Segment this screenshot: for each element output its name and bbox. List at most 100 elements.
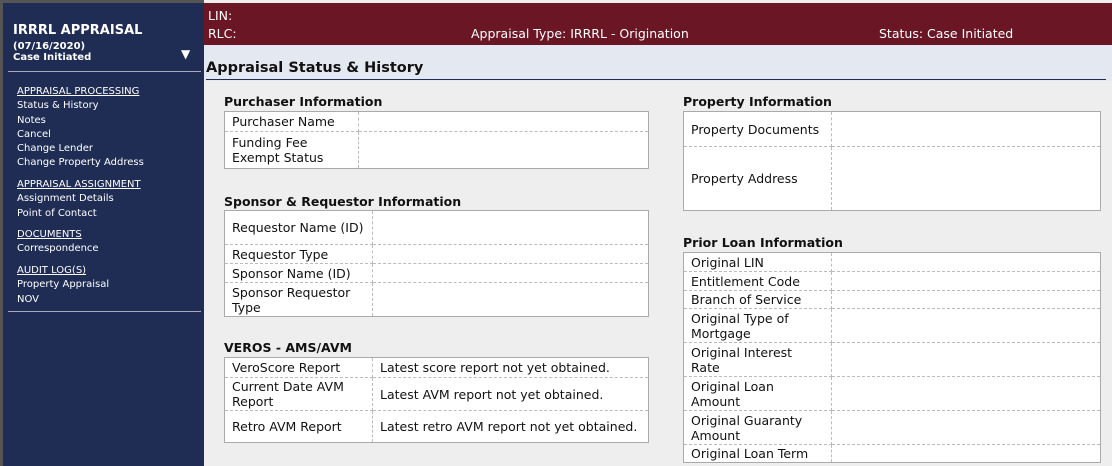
row-value [832,445,1101,463]
row-label: Original Loan Term [683,444,832,463]
veros-table: VeroScore Report Latest score report not … [224,357,649,443]
table-row: Original Loan Amount [683,376,1101,411]
row-value: Latest AVM report not yet obtained. [372,377,649,411]
case-status-header: Status: Case Initiated [879,26,1014,41]
row-value [831,308,1101,343]
row-label: Sponsor Name (ID) [224,263,373,283]
row-label: Requestor Name (ID) [224,210,373,245]
nav-item[interactable]: Status & History [17,100,99,112]
title-bar: Appraisal Status & History [204,45,1112,81]
row-value [831,410,1101,445]
veros-heading: VEROS - AMS/AVM [224,340,352,355]
divider [206,79,1106,80]
table-row: Funding Fee Exempt Status [224,131,649,169]
row-value [359,132,649,169]
nav-item[interactable]: Point of Contact [17,207,97,219]
purchaser-table: Purchaser Name Funding Fee Exempt Status [224,111,649,169]
case-header: LIN: RLC: Appraisal Type: IRRRL - Origin… [204,3,1112,45]
row-label: Original Loan Amount [683,376,832,411]
row-value [831,342,1101,377]
row-value [372,210,649,245]
table-row: Property Address [683,146,1101,211]
row-value [831,111,1101,147]
row-value [372,244,649,264]
table-row: Original Loan Term [683,444,1101,463]
row-label: Original Type of Mortgage [683,308,832,343]
nav-item[interactable]: Change Lender [17,143,93,155]
case-date: (07/16/2020) [13,41,86,52]
row-label: Retro AVM Report [224,410,373,443]
nav-section: DOCUMENTS Correspondence [17,228,99,257]
row-label: Original Interest Rate [683,342,832,377]
nav-item[interactable]: Change Property Address [17,157,144,169]
table-row: Purchaser Name [224,111,649,132]
row-value [831,376,1101,411]
sponsor-heading: Sponsor & Requestor Information [224,194,462,209]
rlc-label: RLC: [208,26,237,41]
nav-section: APPRAISAL ASSIGNMENT Assignment Details Po… [17,178,141,221]
row-value: Latest retro AVM report not yet obtained… [380,419,638,434]
table-row: Original Guaranty Amount [683,410,1101,445]
row-label: Entitlement Code [683,271,832,291]
divider [8,71,201,72]
caret-down-icon[interactable]: ▼ [181,47,191,61]
nav-item[interactable]: Property Appraisal [17,279,110,291]
row-label: Funding Fee Exempt Status [224,131,359,169]
sponsor-table: Requestor Name (ID) Requestor Type Sponsor… [224,210,649,317]
row-value [373,283,649,317]
nav-section-heading[interactable]: DOCUMENTS [17,229,82,240]
row-label: Branch of Service [683,290,832,309]
row-label: Purchaser Name [224,111,359,132]
table-row: Sponsor Requestor Type [224,282,649,317]
row-value [831,271,1101,291]
table-row: Requestor Type [224,244,649,264]
row-value [831,290,1101,309]
table-row: Original Type of Mortgage [683,308,1101,343]
row-value: Latest score report not yet obtained. [372,357,649,378]
table-row: Sponsor Name (ID) [224,263,649,283]
row-label: Sponsor Requestor Type [224,282,373,317]
table-row: Entitlement Code [683,271,1101,291]
nav-section: AUDIT LOG(S) Property Appraisal NOV [17,264,109,307]
row-label: Original LIN [683,252,832,272]
nav-section-heading[interactable]: APPRAISAL ASSIGNMENT [17,179,141,190]
row-value [832,147,1101,211]
table-row: Property Documents [683,111,1101,147]
property-heading: Property Information [683,94,832,109]
table-row: Original Interest Rate [683,342,1101,377]
table-row: Requestor Name (ID) [224,210,649,245]
nav-item[interactable]: Assignment Details [17,193,114,205]
sidebar: IRRRL APPRAISAL (07/16/2020) Case Initia… [0,0,204,466]
table-row: Current Date AVM Report Latest AVM report… [224,377,649,411]
table-row: Branch of Service [683,290,1101,309]
page-title: Appraisal Status & History [206,60,424,76]
row-label: VeroScore Report [224,357,373,378]
appraisal-type: Appraisal Type: IRRRL - Origination [471,26,689,41]
nav-item[interactable]: Cancel [17,128,51,140]
prior-loan-heading: Prior Loan Information [683,235,843,250]
divider [8,311,201,312]
row-value [831,252,1101,272]
row-value [358,111,649,132]
row-label: Original Guaranty Amount [683,410,832,445]
nav-item[interactable]: Correspondence [17,243,99,255]
row-value [372,263,649,283]
nav-item[interactable]: NOV [17,293,40,305]
row-label: Property Documents [683,111,832,147]
property-table: Property Documents Property Address [683,111,1101,211]
purchaser-heading: Purchaser Information [224,94,383,109]
table-row: Original LIN [683,252,1101,272]
nav-item[interactable]: Notes [17,114,46,126]
nav-section-heading[interactable]: AUDIT LOG(S) [17,265,87,276]
nav-section: APPRAISAL PROCESSING Status & History Note… [17,85,144,171]
case-title: IRRRL APPRAISAL [13,23,143,38]
nav-section-heading[interactable]: APPRAISAL PROCESSING [17,86,140,97]
lin-label: LIN: [208,8,233,23]
row-label: Current Date AVM Report [224,377,373,411]
table-row: Retro AVM Report Latest retro AVM report … [224,410,649,443]
table-row: VeroScore Report Latest score report not … [224,357,649,378]
row-label: Requestor Type [224,244,373,264]
prior-loan-table: Original LIN Entitlement Code Branch of Se… [683,252,1101,463]
case-status: Case Initiated [13,52,92,63]
row-label: Property Address [683,146,832,211]
